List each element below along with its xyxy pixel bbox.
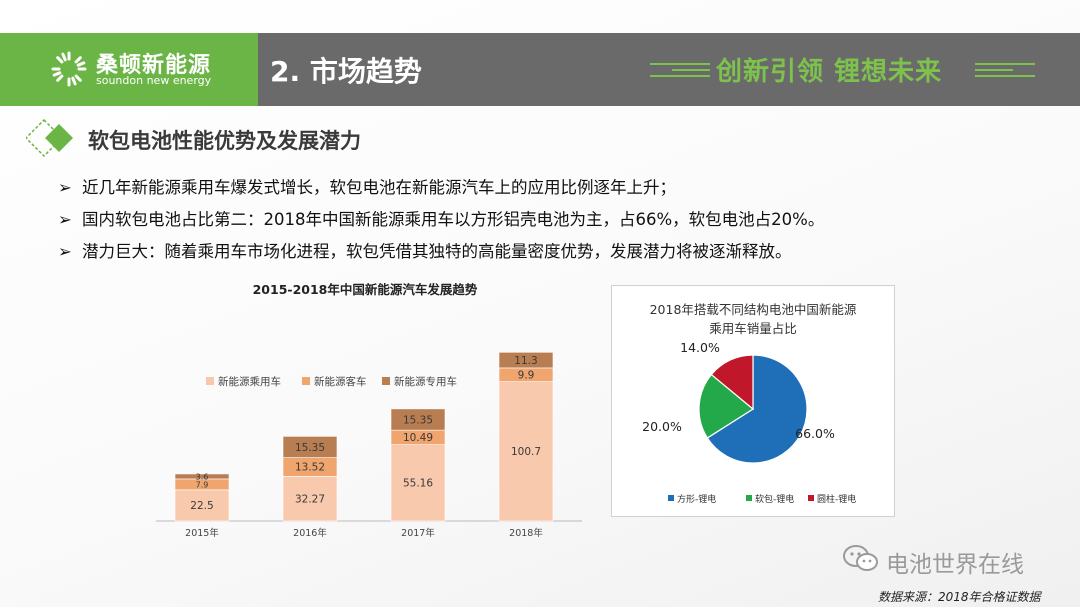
bar-value-label: 9.9 [518, 370, 535, 382]
bullet-arrow-icon: ➢ [58, 210, 72, 229]
brand-name-en: soundon new energy [96, 74, 212, 87]
bar-value-label: 10.49 [403, 432, 433, 444]
legend-label: 新能源乘用车 [218, 375, 281, 388]
subsection-title: 软包电池性能优势及发展潜力 [88, 129, 361, 153]
bar-chart-legend: 新能源乘用车 新能源客车 新能源专用车 [206, 375, 457, 388]
bar-value-label: 55.16 [403, 478, 433, 490]
bullet-text: 潜力巨大：随着乘用车市场化进程，软包凭借其独特的高能量密度优势，发展潜力将被逐渐… [82, 242, 792, 261]
legend-swatch [302, 377, 310, 385]
data-source-note: 数据来源：2018年合格证数据 [878, 590, 1041, 604]
x-tick-label: 2016年 [293, 527, 327, 539]
bar-value-label: 11.3 [514, 355, 537, 367]
pie-value-label: 14.0% [680, 340, 720, 355]
bar-value-label: 100.7 [511, 446, 541, 458]
x-tick-label: 2015年 [185, 527, 219, 539]
pie-value-label: 20.0% [642, 419, 682, 434]
watermark-text: 电池世界在线 [886, 552, 1024, 578]
battery-structure-pie-chart: 66.0% 20.0% 14.0% 方形-锂电 软包-锂电 圆柱-锂电 [642, 340, 856, 505]
bullet-arrow-icon: ➢ [58, 242, 72, 261]
pie-slice [698, 373, 755, 439]
slogan-lines-right-icon [975, 63, 1035, 77]
bar-value-label: 7.9 [196, 480, 209, 489]
section-title: 2. 市场趋势 [270, 55, 422, 88]
brand-bar [0, 33, 258, 106]
pie-legend-swatch [808, 495, 814, 501]
bar-value-label: 15.35 [403, 414, 433, 426]
vehicle-trend-bar-chart: 2015-2018年中国新能源汽车发展趋势 新能源乘用车 新能源客车 新能源专用车 … [156, 282, 582, 539]
bar-value-label: 13.52 [295, 462, 325, 474]
bar-value-label: 15.35 [295, 442, 325, 454]
bullet-text: 国内软包电池占比第二：2018年中国新能源乘用车以方形铝壳电池为主，占66%，软… [82, 210, 825, 229]
bar-segment [498, 381, 554, 522]
legend-swatch [206, 377, 214, 385]
bar-segment [174, 489, 230, 522]
bullet-item: ➢ 潜力巨大：随着乘用车市场化进程，软包凭借其独特的高能量密度优势，发展潜力将被逐… [58, 236, 824, 268]
pie-labels: 66.0% 20.0% 14.0% [642, 340, 835, 441]
title-bar [258, 33, 1080, 106]
bar-chart-marks: 22.5 7.93.6 2015年 32.27 13.52 15.35 2016年 55.16… [156, 351, 582, 539]
bar-segment [174, 473, 230, 480]
bar-segment [390, 408, 446, 431]
pie-legend-swatch [746, 495, 752, 501]
bar-chart-title: 2015-2018年中国新能源汽车发展趋势 [253, 282, 478, 297]
legend-swatch [382, 377, 390, 385]
pie-chart-title-line-2: 乘用车销量占比 [709, 321, 797, 336]
pie-slice [710, 354, 754, 411]
bar-segment [282, 476, 338, 522]
pie-legend-label: 软包-锂电 [755, 493, 794, 505]
bar-value-label: 22.5 [190, 500, 213, 512]
sun-ring-icon [51, 51, 87, 87]
pie-legend-label: 圆柱-锂电 [817, 493, 856, 505]
legend-label: 新能源专用车 [394, 375, 457, 388]
bar-value-label: 32.27 [295, 493, 325, 505]
bullet-list: ➢ 近几年新能源乘用车爆发式增长，软包电池在新能源汽车上的应用比例逐年上升； ➢ 国… [58, 172, 824, 268]
bar-segment [282, 436, 338, 458]
bar-value-label: 3.6 [196, 472, 209, 481]
x-tick-label: 2017年 [401, 527, 435, 539]
bullet-item: ➢ 国内软包电池占比第二：2018年中国新能源乘用车以方形铝壳电池为主，占66%，… [58, 204, 824, 236]
pie-legend-swatch [668, 495, 674, 501]
bullet-text: 近几年新能源乘用车爆发式增长，软包电池在新能源汽车上的应用比例逐年上升； [82, 178, 676, 197]
bar-segment [498, 351, 554, 369]
pie-slices [698, 354, 808, 464]
diamond-icon [26, 118, 73, 158]
pie-legend: 方形-锂电 软包-锂电 圆柱-锂电 [668, 493, 856, 505]
pie-chart-panel: 2018年搭载不同结构电池中国新能源 乘用车销量占比 66.0% 20.0% 14.… [611, 285, 895, 517]
pie-slice [706, 354, 808, 464]
legend-label: 新能源客车 [314, 375, 367, 388]
brand-name-cn: 桑顿新能源 [96, 53, 212, 78]
bullet-item: ➢ 近几年新能源乘用车爆发式增长，软包电池在新能源汽车上的应用比例逐年上升； [58, 172, 824, 204]
pie-chart-title-line-1: 2018年搭载不同结构电池中国新能源 [649, 302, 857, 317]
bullet-arrow-icon: ➢ [58, 178, 72, 197]
pie-legend-label: 方形-锂电 [677, 493, 716, 505]
pie-value-label: 66.0% [795, 426, 835, 441]
x-tick-label: 2018年 [509, 527, 543, 539]
slogan-lines-left-icon [650, 63, 710, 77]
slogan: 创新引领 锂想未来 [716, 57, 943, 87]
wechat-icon [843, 545, 878, 571]
